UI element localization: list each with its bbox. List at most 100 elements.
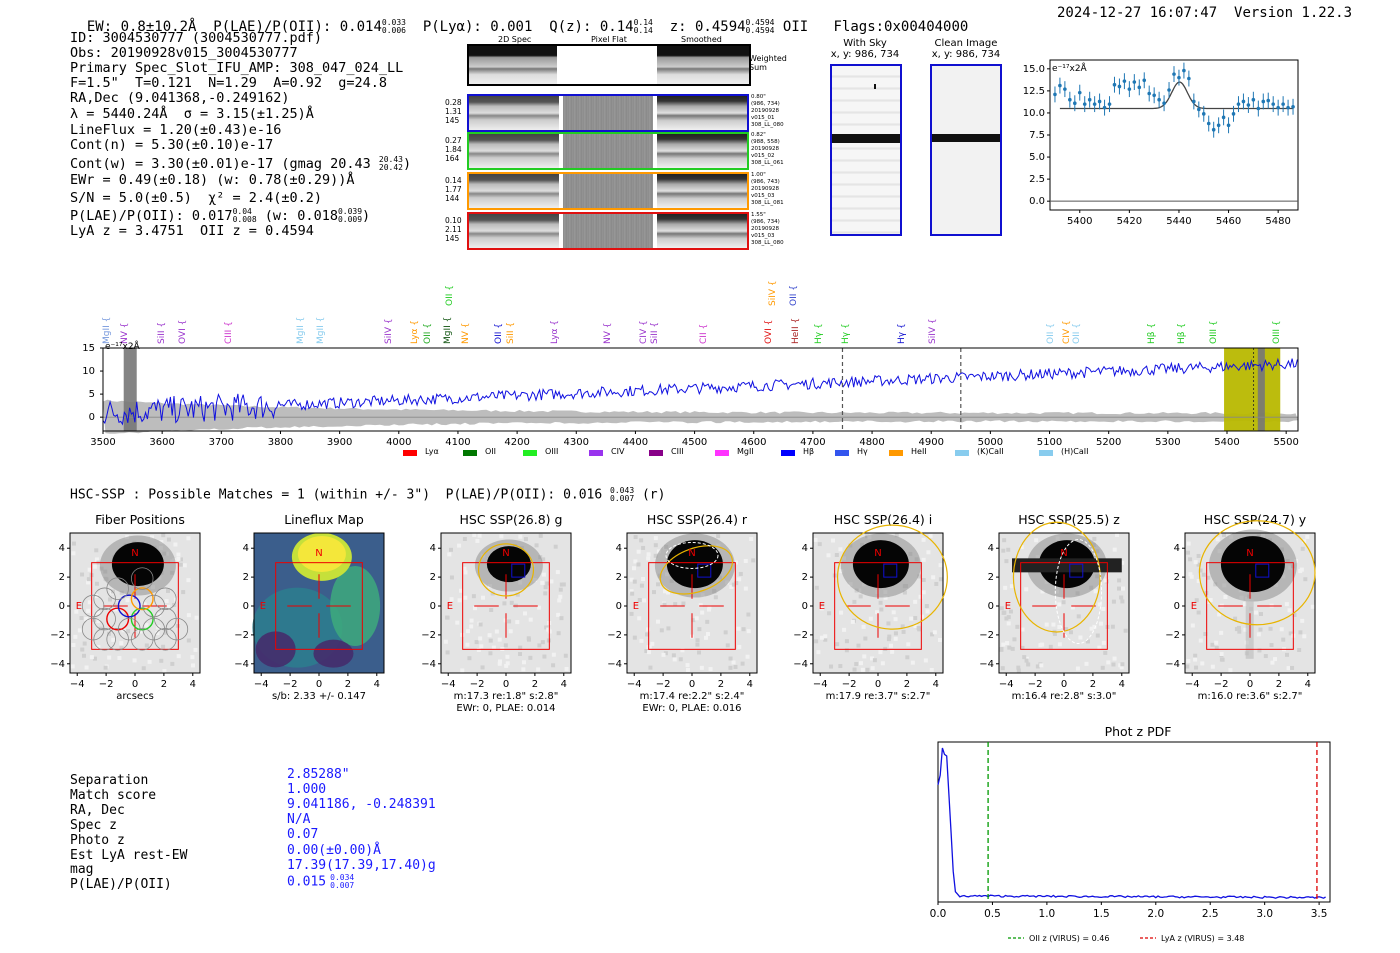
image-noise bbox=[170, 661, 175, 666]
panel-xtick-label: −4 bbox=[70, 679, 85, 690]
fit-data-point bbox=[1211, 127, 1216, 132]
image-noise bbox=[478, 636, 483, 641]
legend-label: Hβ bbox=[803, 447, 815, 456]
image-noise bbox=[1215, 537, 1220, 542]
image-noise bbox=[1004, 616, 1009, 621]
fit-chart-unit: e⁻¹⁷x2Å bbox=[1052, 62, 1088, 74]
image-noise bbox=[1217, 612, 1222, 617]
image-noise bbox=[71, 643, 76, 648]
fit-ytick-label: 0.0 bbox=[1029, 196, 1045, 207]
fit-xtick-label: 5420 bbox=[1117, 216, 1142, 227]
fiber-circle bbox=[130, 567, 154, 590]
match-label: P(LAE)/P(OII) bbox=[70, 877, 172, 892]
image-noise bbox=[162, 668, 167, 673]
image-noise bbox=[164, 630, 169, 635]
image-noise bbox=[507, 619, 512, 624]
fit-data-point bbox=[1226, 123, 1231, 128]
image-noise bbox=[887, 634, 892, 639]
image-noise bbox=[743, 586, 748, 591]
image-noise bbox=[1302, 634, 1307, 639]
image-noise bbox=[1196, 553, 1201, 558]
image-noise bbox=[94, 548, 99, 553]
image-noise bbox=[498, 659, 503, 664]
info-lineflux: LineFlux = 1.20(±0.43)e-16 bbox=[70, 122, 282, 138]
image-noise bbox=[681, 601, 686, 606]
image-noise bbox=[737, 644, 742, 649]
image-noise bbox=[87, 567, 92, 572]
image-noise bbox=[561, 582, 566, 587]
spectrum-xtick-label: 3600 bbox=[149, 437, 174, 448]
panel-ytick-label: 4 bbox=[1174, 543, 1180, 554]
panel-xtick-label: −2 bbox=[1028, 679, 1043, 690]
image-noise bbox=[113, 607, 118, 612]
panel-caption: s/b: 2.33 +/- 0.147 bbox=[272, 691, 366, 702]
image-noise bbox=[86, 608, 91, 613]
image-noise bbox=[528, 617, 533, 622]
image-noise bbox=[860, 667, 865, 672]
image-noise bbox=[1117, 586, 1122, 591]
image-noise bbox=[1190, 623, 1195, 628]
image-noise bbox=[734, 560, 739, 565]
image-noise bbox=[1008, 609, 1013, 614]
image-noise bbox=[96, 645, 101, 650]
image-noise bbox=[84, 665, 89, 670]
panel-xtick-label: −4 bbox=[627, 679, 642, 690]
north-marker: N bbox=[1060, 548, 1067, 559]
image-noise bbox=[999, 606, 1004, 611]
image-noise bbox=[1279, 627, 1284, 632]
spectrum-row-smoothed bbox=[657, 174, 747, 208]
image-noise bbox=[186, 638, 191, 643]
image-noise bbox=[1040, 642, 1045, 647]
emission-line-label: OII { bbox=[789, 280, 801, 320]
spectrum-error-band bbox=[103, 399, 1298, 434]
spectrum-xtick-label: 4900 bbox=[918, 437, 943, 448]
image-noise bbox=[819, 635, 824, 640]
spectrum-row-2d bbox=[469, 174, 559, 208]
panel-xtick-label: −2 bbox=[1214, 679, 1229, 690]
panel-ytick-label: 4 bbox=[59, 543, 65, 554]
image-noise bbox=[449, 547, 454, 552]
image-noise bbox=[839, 610, 844, 615]
spectrum-xtick-label: 4300 bbox=[564, 437, 589, 448]
image-noise bbox=[917, 627, 922, 632]
image-noise bbox=[713, 595, 718, 600]
image-noise bbox=[1120, 586, 1125, 591]
panel-title: Fiber Positions bbox=[95, 512, 185, 527]
fiber-circle bbox=[106, 607, 130, 631]
spectrum-xtick-label: 4000 bbox=[386, 437, 411, 448]
source-core bbox=[111, 542, 164, 587]
image-noise bbox=[889, 643, 894, 648]
image-noise bbox=[705, 632, 710, 637]
source-core bbox=[852, 540, 909, 589]
aperture-ellipse bbox=[1012, 521, 1101, 633]
image-noise bbox=[1015, 624, 1020, 629]
spectrum-row-meta: 0.82" (988, 558) 20190928 v015_02 308_LL_061 bbox=[751, 132, 784, 166]
image-noise bbox=[1061, 600, 1066, 605]
source-core bbox=[666, 540, 723, 589]
spectrum-flux-line bbox=[102, 357, 1298, 426]
image-noise bbox=[523, 537, 528, 542]
image-noise bbox=[723, 630, 728, 635]
image-noise bbox=[541, 572, 546, 577]
panel-caption: EWr: 0, PLAE: 0.014 bbox=[456, 703, 555, 714]
image-noise bbox=[544, 625, 549, 630]
image-noise bbox=[96, 619, 101, 624]
col-header-2dspec: 2D Spec bbox=[498, 35, 532, 44]
image-noise bbox=[1016, 665, 1021, 670]
fiber-circle bbox=[154, 587, 177, 611]
spectrum-row-pixelflat bbox=[563, 134, 653, 168]
image-noise bbox=[462, 537, 467, 542]
image-noise bbox=[632, 635, 637, 640]
image-noise bbox=[465, 642, 470, 647]
image-noise bbox=[176, 654, 181, 659]
panel-ytick-label: 4 bbox=[243, 543, 249, 554]
image-noise bbox=[850, 619, 855, 624]
image-noise bbox=[662, 602, 667, 607]
qz-value: Q(z): 0.14 bbox=[549, 19, 634, 35]
image-noise bbox=[814, 639, 819, 644]
image-noise bbox=[124, 613, 129, 618]
panel-xtick-label: −4 bbox=[441, 679, 456, 690]
image-noise bbox=[1000, 666, 1005, 671]
panel-ytick-label: −4 bbox=[234, 659, 249, 670]
